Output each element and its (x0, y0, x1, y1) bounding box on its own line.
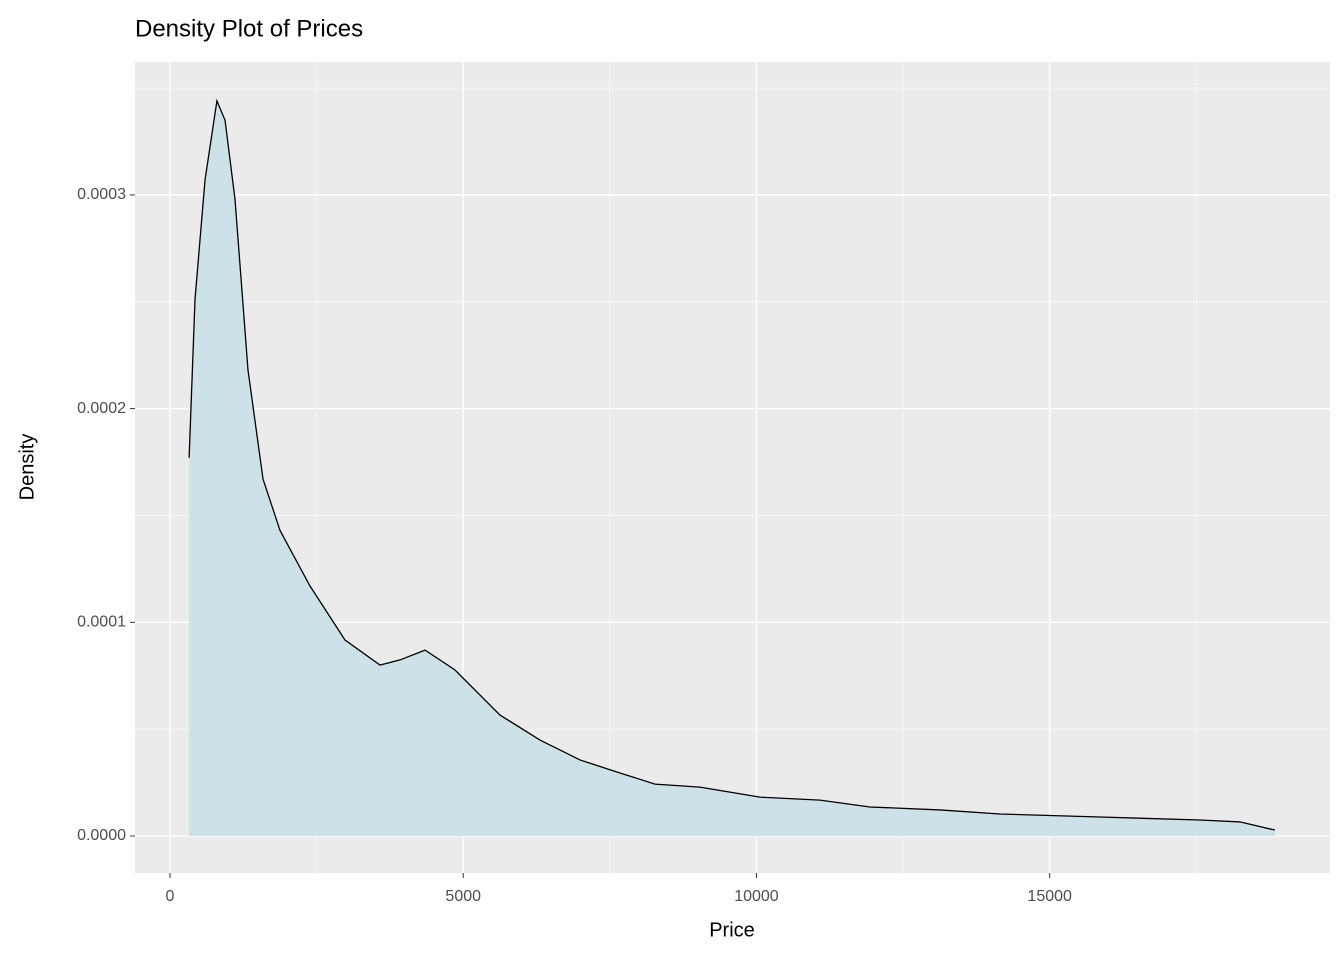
x-tick-label: 10000 (734, 888, 779, 905)
x-tick-label: 0 (166, 888, 175, 905)
y-tick-label: 0.0001 (77, 614, 126, 631)
grid (135, 62, 1330, 873)
density-area (189, 100, 1275, 837)
x-axis-title: Price (709, 919, 755, 941)
marks (188, 98, 1276, 837)
y-tick-label: 0.0003 (77, 186, 126, 203)
x-tick-label: 15000 (1027, 888, 1072, 905)
density-line (188, 98, 1276, 831)
y-tick-label: 0.0000 (77, 827, 126, 844)
x-tick-label: 5000 (445, 888, 481, 905)
y-tick-label: 0.0002 (77, 400, 126, 417)
y-axis-title: Density (16, 434, 38, 501)
axes: 0 5000 10000 15000 0.0000 0.0001 0.0002 0.0003 (77, 186, 1072, 905)
chart-title: Density Plot of Prices (135, 15, 363, 42)
